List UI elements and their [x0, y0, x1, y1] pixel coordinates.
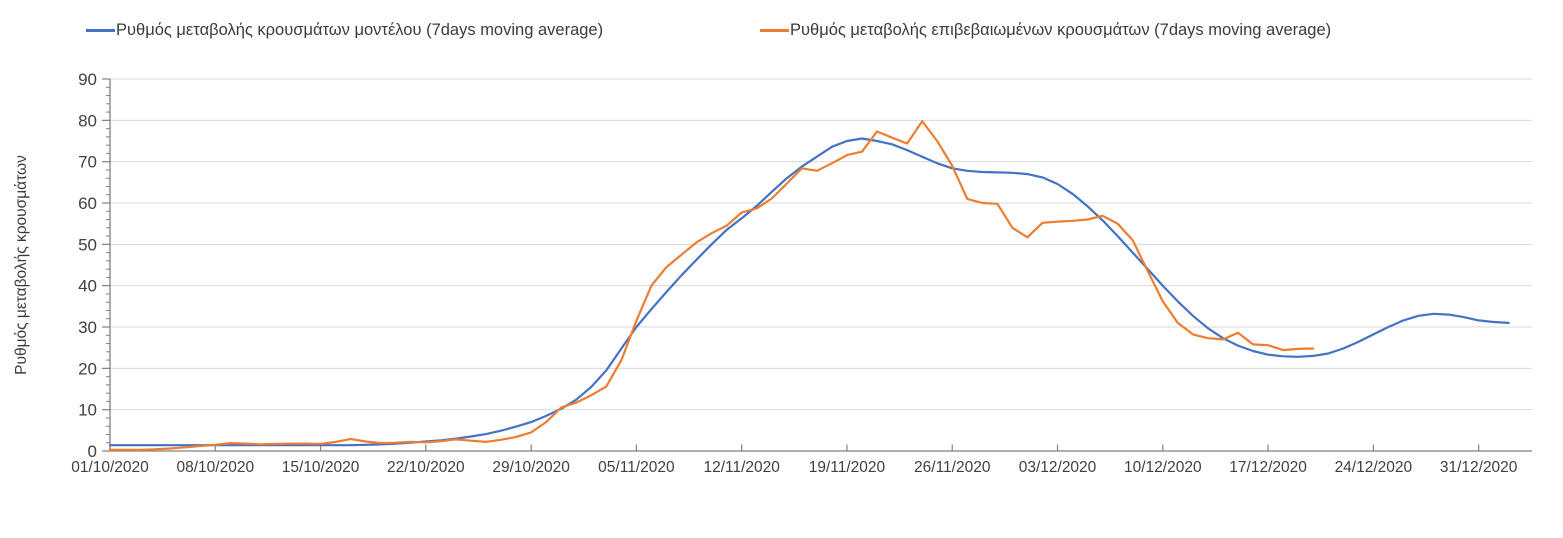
y-tick-label: 20	[78, 359, 97, 378]
x-tick-label: 19/11/2020	[809, 459, 886, 476]
y-axis-title: Ρυθμός μεταβολής κρουσμάτων	[13, 155, 30, 375]
x-tick-label: 03/12/2020	[1019, 459, 1097, 476]
series-line-model	[108, 137, 1510, 447]
x-tick-label: 08/10/2020	[176, 459, 254, 476]
x-tick-label: 12/11/2020	[703, 459, 780, 476]
y-tick-label: 40	[78, 277, 97, 296]
y-tick-label: 30	[78, 318, 97, 337]
x-tick-label: 15/10/2020	[282, 459, 360, 476]
x-tick-label: 10/12/2020	[1124, 459, 1202, 476]
series-line-confirmed	[108, 120, 1315, 451]
x-tick-label: 22/10/2020	[387, 459, 465, 476]
legend-label-model: Ρυθμός μεταβολής κρουσμάτων μοντέλου (7d…	[116, 21, 604, 39]
legend-item-model: Ρυθμός μεταβολής κρουσμάτων μοντέλου (7d…	[86, 21, 603, 40]
legend-item-confirmed: Ρυθμός μεταβολής επιβεβαιωμένων κρουσμάτ…	[760, 21, 1331, 40]
legend-label-confirmed: Ρυθμός μεταβολής επιβεβαιωμένων κρουσμάτ…	[790, 21, 1332, 39]
legend-line-swatch-confirmed	[760, 29, 789, 32]
legend-line-swatch-model	[86, 29, 115, 32]
legend: Ρυθμός μεταβολής κρουσμάτων μοντέλου (7d…	[0, 21, 1563, 47]
y-tick-label: 50	[78, 235, 97, 254]
y-tick-label: 0	[88, 442, 97, 461]
x-tick-label: 05/11/2020	[598, 459, 675, 476]
y-tick-label: 10	[78, 401, 97, 420]
y-tick-label: 80	[78, 111, 97, 130]
x-tick-label: 29/10/2020	[492, 459, 570, 476]
y-tick-label: 60	[78, 194, 97, 213]
y-tick-label: 70	[78, 153, 97, 172]
y-tick-label: 90	[78, 70, 97, 89]
x-tick-label: 01/10/2020	[71, 459, 149, 476]
x-tick-label: 24/12/2020	[1335, 459, 1413, 476]
x-tick-label: 31/12/2020	[1440, 459, 1518, 476]
x-tick-label: 26/11/2020	[914, 459, 991, 476]
x-tick-label: 17/12/2020	[1229, 459, 1307, 476]
